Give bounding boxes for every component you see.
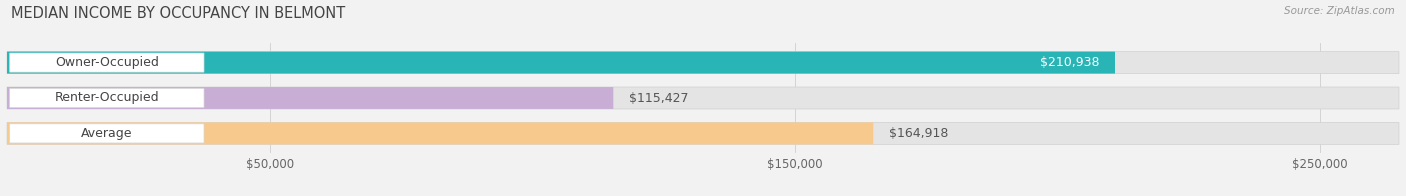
Text: $210,938: $210,938 <box>1040 56 1099 69</box>
FancyBboxPatch shape <box>7 122 1399 144</box>
FancyBboxPatch shape <box>7 87 613 109</box>
FancyBboxPatch shape <box>7 87 1399 109</box>
Text: Average: Average <box>82 127 132 140</box>
Text: $164,918: $164,918 <box>889 127 949 140</box>
Text: Source: ZipAtlas.com: Source: ZipAtlas.com <box>1284 6 1395 16</box>
FancyBboxPatch shape <box>7 122 873 144</box>
Text: MEDIAN INCOME BY OCCUPANCY IN BELMONT: MEDIAN INCOME BY OCCUPANCY IN BELMONT <box>11 6 346 21</box>
FancyBboxPatch shape <box>7 52 1115 74</box>
FancyBboxPatch shape <box>10 124 204 143</box>
Text: Renter-Occupied: Renter-Occupied <box>55 92 159 104</box>
FancyBboxPatch shape <box>10 88 204 108</box>
FancyBboxPatch shape <box>7 52 1399 74</box>
FancyBboxPatch shape <box>10 53 204 72</box>
Text: $115,427: $115,427 <box>628 92 689 104</box>
Text: Owner-Occupied: Owner-Occupied <box>55 56 159 69</box>
